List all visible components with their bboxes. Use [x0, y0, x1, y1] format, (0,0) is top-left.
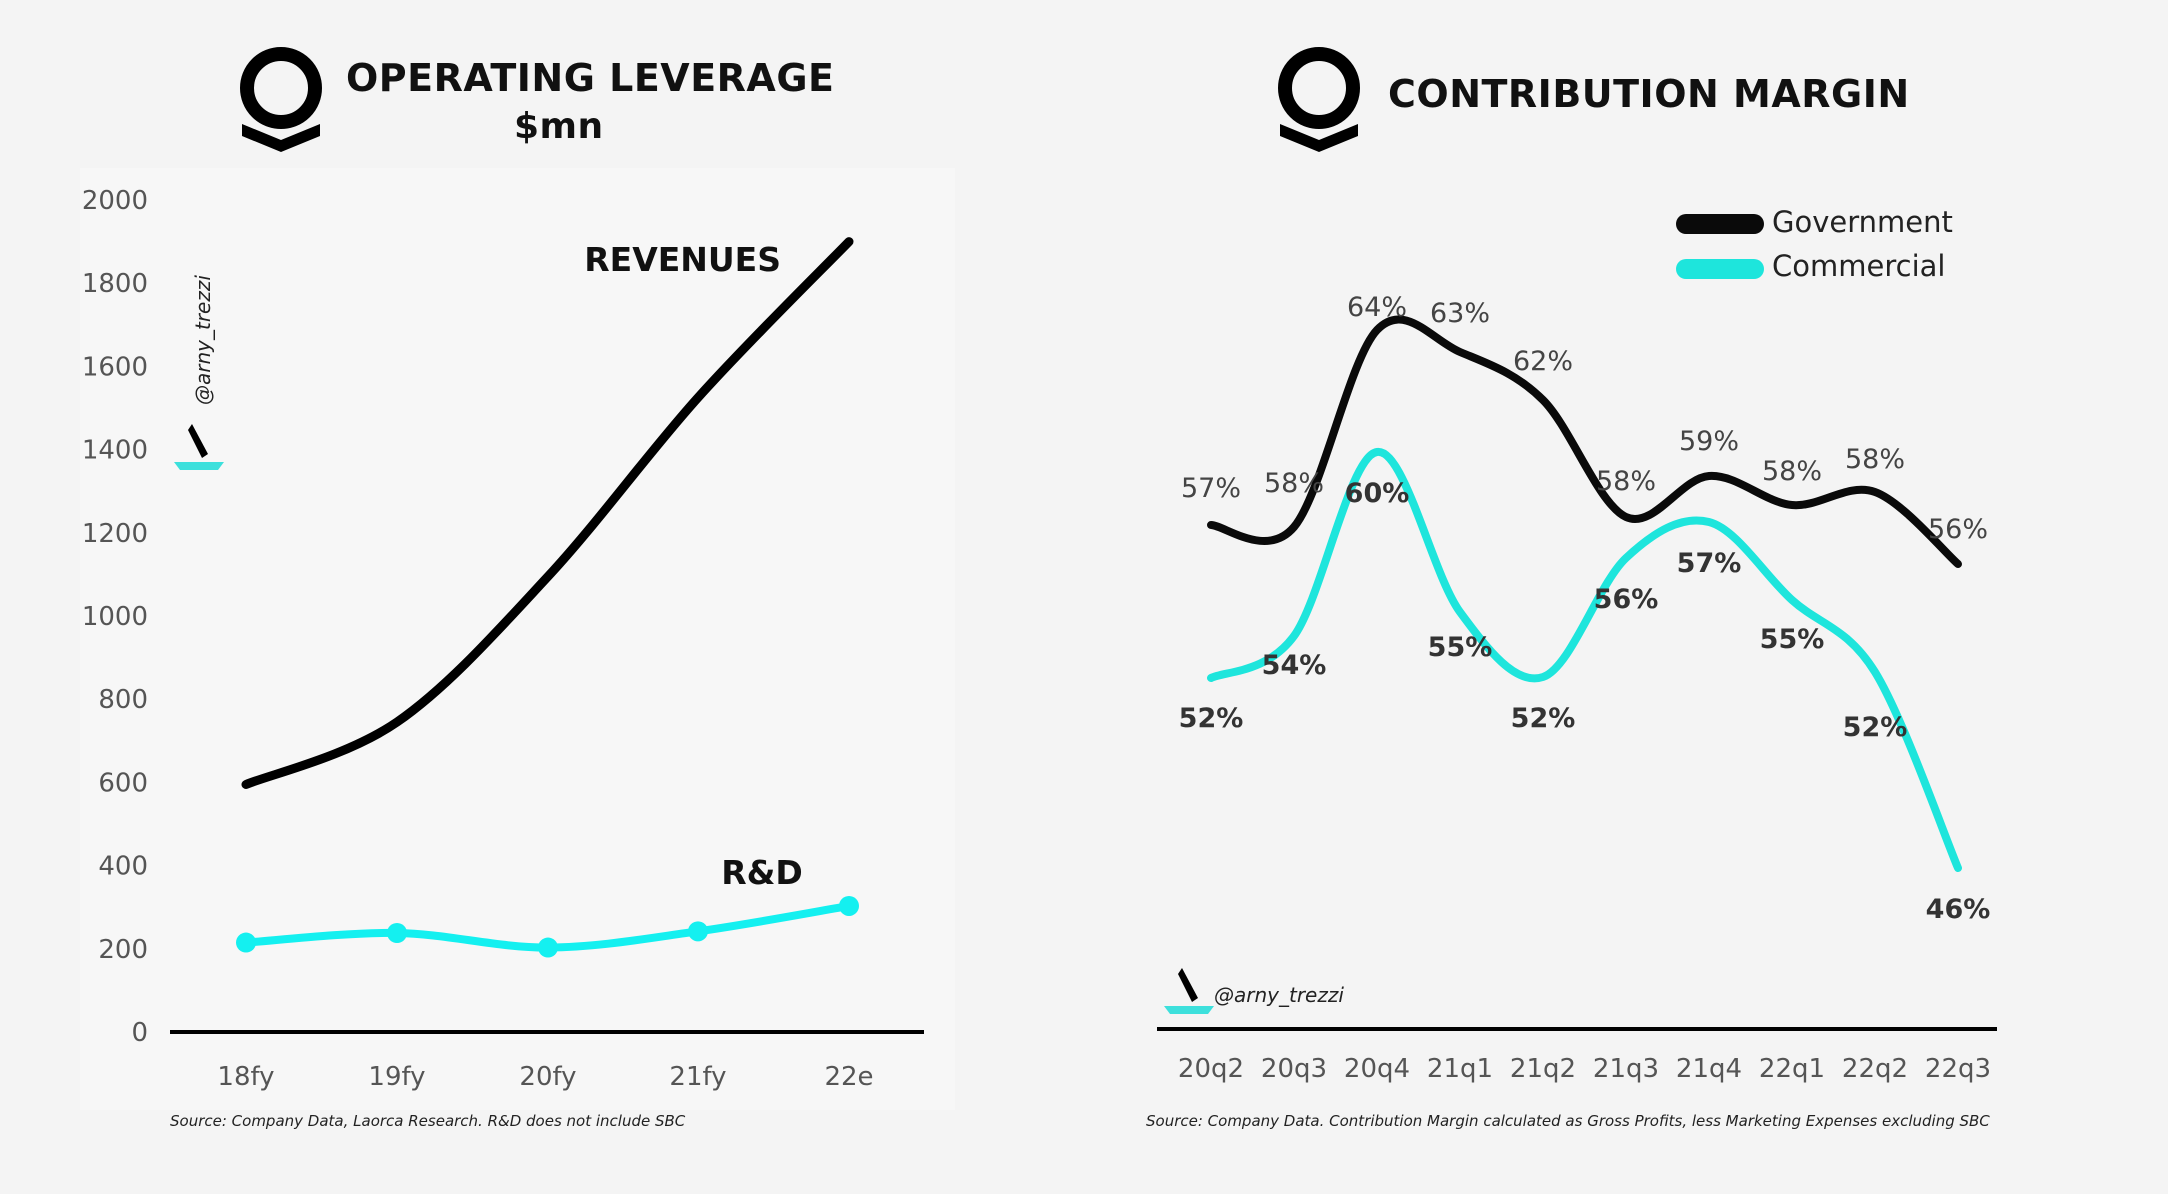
operating-leverage-source: Source: Company Data, Laorca Research. R… — [170, 1112, 686, 1130]
x-tick-label: 18fy — [217, 1062, 274, 1092]
rnd-point — [538, 937, 558, 958]
government-data-label: 62% — [1513, 346, 1573, 377]
commercial-data-label: 52% — [1511, 703, 1576, 734]
y-tick-label: 1000 — [82, 602, 148, 632]
watermark-handle: @arny_trezzi — [191, 275, 215, 405]
rnd-point — [688, 921, 708, 942]
contribution-margin-source: Source: Company Data. Contribution Margi… — [1146, 1112, 1990, 1130]
y-tick-label: 1200 — [82, 519, 148, 549]
pen-icon-underline — [1164, 1006, 1214, 1014]
y-tick-label: 1400 — [82, 436, 148, 466]
y-tick-label: 1800 — [82, 269, 148, 299]
government-data-label: 58% — [1845, 444, 1905, 475]
rnd-series-label: R&D — [721, 853, 803, 892]
watermark-handle: @arny_trezzi — [1214, 983, 1344, 1007]
commercial-data-label: 54% — [1262, 650, 1327, 681]
palantir-logo-icon — [240, 47, 322, 152]
y-tick-label: 2000 — [82, 186, 148, 216]
government-data-label: 58% — [1264, 468, 1324, 499]
x-tick-label: 22e — [824, 1062, 873, 1092]
y-tick-label: 800 — [98, 685, 148, 715]
y-tick-label: 0 — [131, 1018, 148, 1048]
commercial-data-label: 52% — [1179, 703, 1244, 734]
x-tick-label: 22q1 — [1759, 1054, 1825, 1084]
contribution-margin-title: CONTRIBUTION MARGIN — [1388, 72, 1910, 116]
y-tick-label: 400 — [98, 852, 148, 882]
commercial-data-label: 46% — [1926, 894, 1991, 925]
watermark-pen-icon — [174, 424, 224, 470]
government-data-label: 58% — [1596, 466, 1656, 497]
government-data-label: 64% — [1347, 292, 1407, 323]
x-tick-label: 20q3 — [1261, 1054, 1327, 1084]
government-data-label: 63% — [1430, 298, 1490, 329]
y-tick-label: 1600 — [82, 352, 148, 382]
commercial-data-label: 57% — [1677, 548, 1742, 579]
x-tick-label: 21q1 — [1427, 1054, 1493, 1084]
commercial-data-label: 52% — [1843, 712, 1908, 743]
government-data-label: 59% — [1679, 426, 1739, 457]
government-data-label: 56% — [1928, 514, 1988, 545]
commercial-data-label: 60% — [1345, 478, 1410, 509]
operating-leverage-subtitle: $mn — [514, 106, 604, 147]
operating-leverage-chart: 0 200 400 600 800 1000 1200 1400 1600 1800 2000 18f… — [82, 186, 924, 1092]
y-tick-label: 600 — [98, 768, 148, 798]
x-tick-label: 19fy — [368, 1062, 425, 1092]
revenues-series-label: REVENUES — [584, 240, 781, 279]
x-tick-label: 20q4 — [1344, 1054, 1410, 1084]
rnd-point — [236, 932, 256, 953]
government-data-label: 57% — [1181, 473, 1241, 504]
commercial-data-label: 55% — [1760, 624, 1825, 655]
x-tick-label: 22q2 — [1842, 1054, 1908, 1084]
x-tick-label: 20fy — [519, 1062, 576, 1092]
government-line — [1207, 315, 1962, 568]
watermark-pen-icon — [1164, 968, 1214, 1014]
operating-leverage-panel: OPERATING LEVERAGE $mn 0 200 400 600 800 1000… — [80, 47, 955, 1130]
x-tick-label: 21q2 — [1510, 1054, 1576, 1084]
revenues-line — [241, 237, 854, 789]
y-tick-label: 200 — [98, 935, 148, 965]
x-tick-label: 21fy — [669, 1062, 726, 1092]
x-tick-label: 20q2 — [1178, 1054, 1244, 1084]
commercial-line — [1207, 448, 1962, 872]
government-data-label: 58% — [1762, 456, 1822, 487]
legend-commercial-label: Commercial — [1772, 249, 1945, 283]
palantir-logo-icon — [1278, 47, 1360, 152]
x-tick-label: 21q3 — [1593, 1054, 1659, 1084]
pen-icon-body — [188, 424, 208, 458]
operating-leverage-title: OPERATING LEVERAGE — [346, 56, 835, 100]
commercial-data-label: 55% — [1428, 632, 1493, 663]
x-tick-label: 21q4 — [1676, 1054, 1742, 1084]
pen-icon-underline — [174, 462, 224, 470]
commercial-data-label: 56% — [1594, 584, 1659, 615]
x-tick-label: 22q3 — [1925, 1054, 1991, 1084]
rnd-point — [387, 922, 407, 943]
pen-icon-body — [1178, 968, 1198, 1002]
legend-government-label: Government — [1772, 205, 1953, 239]
contribution-margin-chart: 20q2 20q3 20q4 21q1 21q2 21q3 21q4 22q1 22q2 22q3… — [1157, 205, 1997, 1084]
contribution-margin-panel: CONTRIBUTION MARGIN 20q2 20q3 20q4 21q1 21q2… — [1084, 0, 2168, 1194]
rnd-point — [839, 895, 859, 916]
operating-leverage-plot-area — [80, 168, 955, 1110]
